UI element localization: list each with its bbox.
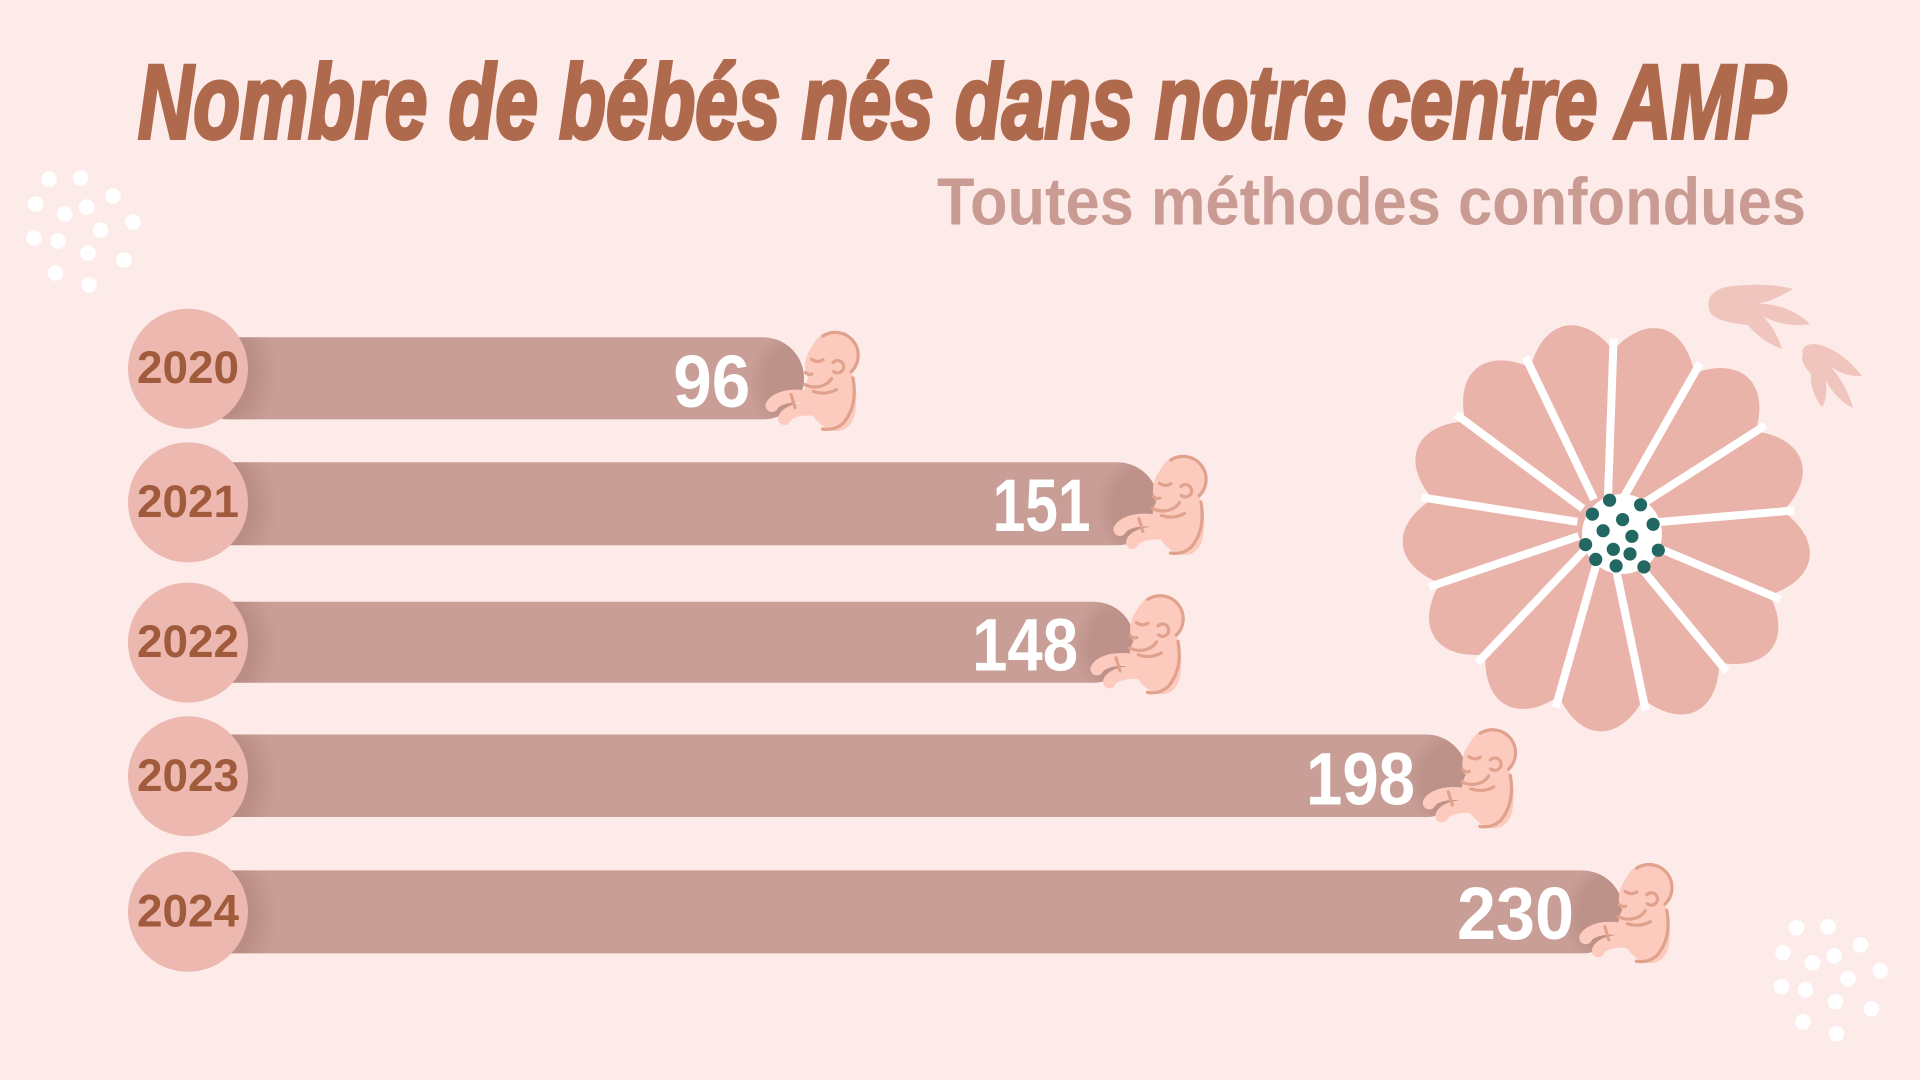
svg-text:2022: 2022 <box>137 616 239 667</box>
svg-text:96: 96 <box>673 340 750 423</box>
svg-text:2020: 2020 <box>137 342 239 393</box>
svg-text:2024: 2024 <box>137 885 239 936</box>
svg-text:Nombre de bébés nés dans notre: Nombre de bébés nés dans notre centre AM… <box>138 43 1786 161</box>
svg-text:198: 198 <box>1306 737 1415 820</box>
svg-text:2021: 2021 <box>137 476 239 527</box>
svg-text:2023: 2023 <box>137 750 239 801</box>
svg-text:151: 151 <box>993 464 1091 547</box>
svg-text:Toutes méthodes confondues: Toutes méthodes confondues <box>937 164 1806 239</box>
svg-text:148: 148 <box>972 603 1078 686</box>
svg-text:230: 230 <box>1457 872 1574 955</box>
